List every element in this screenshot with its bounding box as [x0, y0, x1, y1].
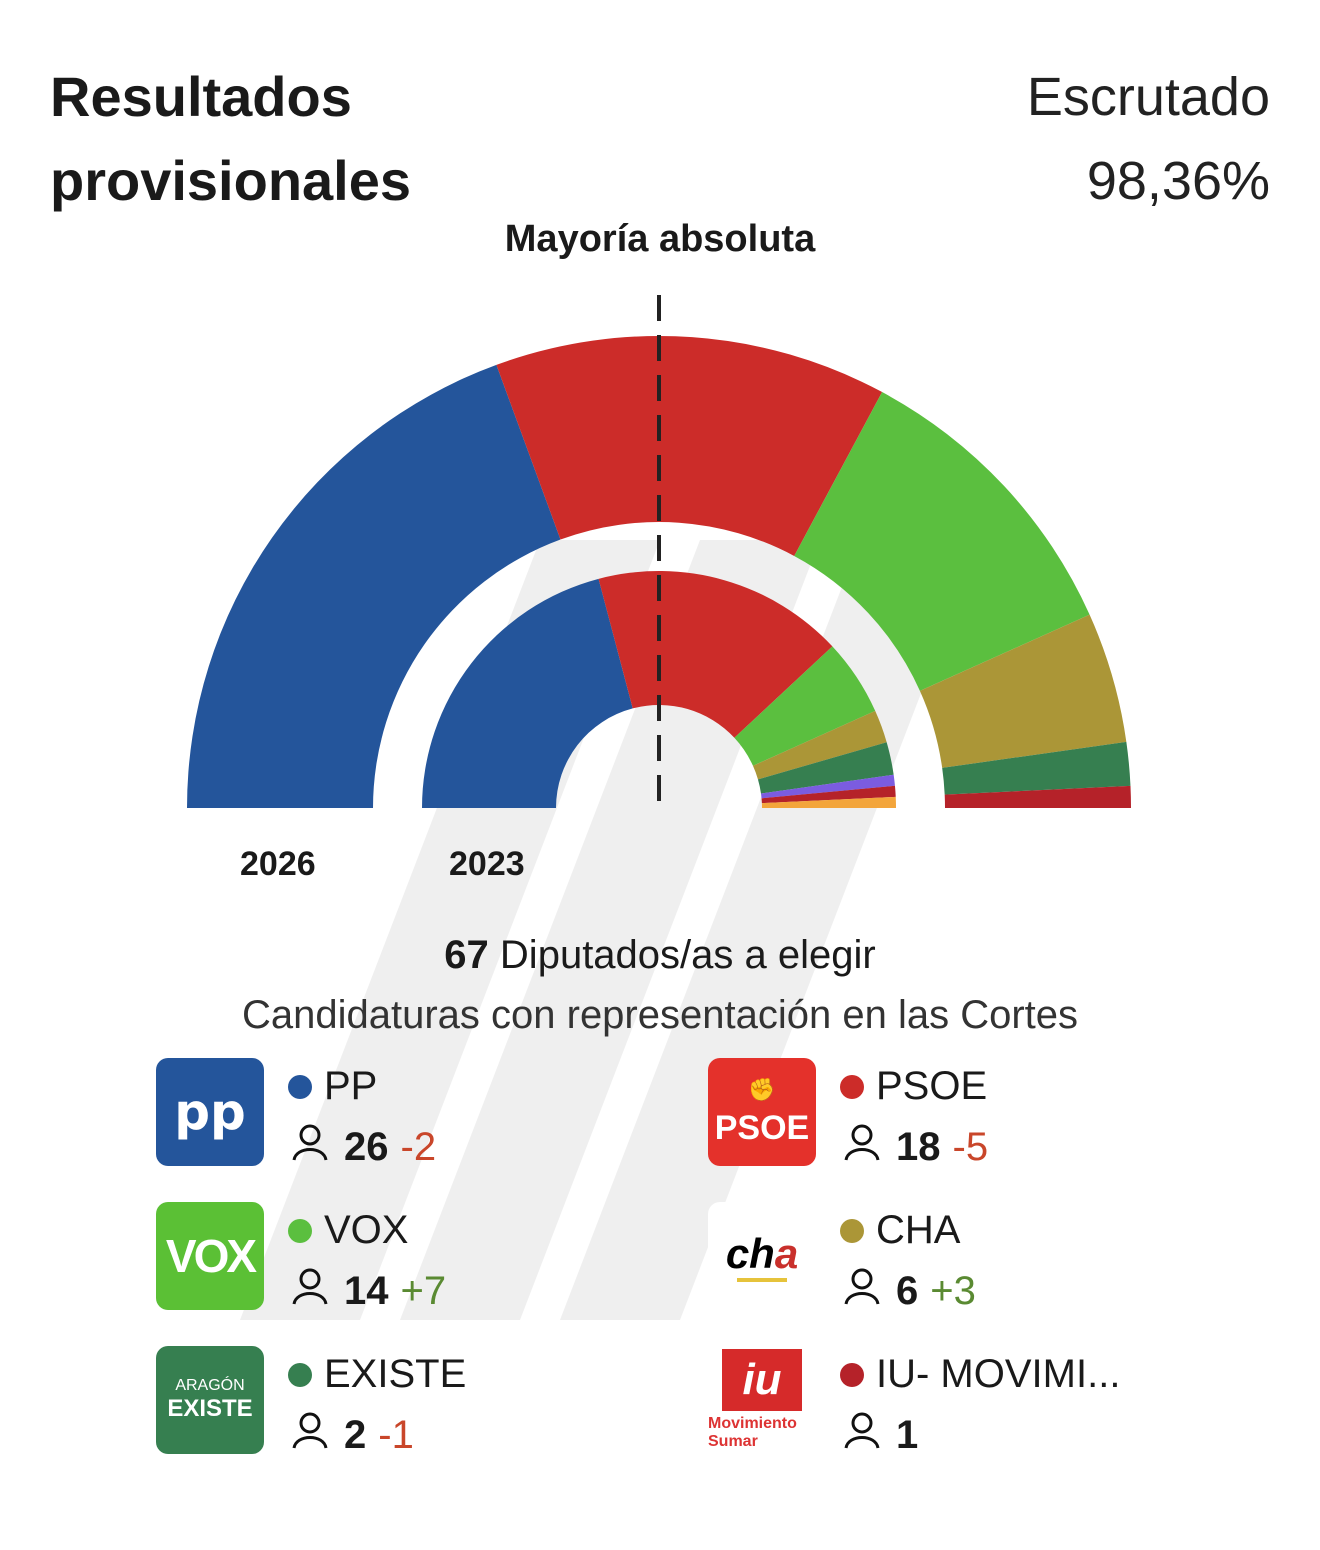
slice-2023-other [761, 785, 896, 804]
slice-2026-iu-movimi- [944, 785, 1131, 808]
party-name: IU- MOVIMI... [876, 1352, 1121, 1396]
seats-summary: 67 Diputados/as a elegir [0, 933, 1320, 978]
pp-logo: pp [156, 1058, 264, 1166]
party-item: pp PP 26 -2 [156, 1058, 676, 1169]
slice-2023-vox [734, 646, 876, 766]
person-icon [290, 1410, 330, 1460]
slice-2026-existe [942, 741, 1131, 795]
party-seat-change: -2 [400, 1124, 437, 1169]
party-seat-change: -5 [952, 1124, 989, 1169]
slice-2026-vox [794, 392, 1090, 691]
party-seats: 14 [344, 1268, 389, 1313]
ring-label-2026: 2026 [240, 845, 316, 883]
slice-2026-cha [919, 614, 1127, 768]
party-seats: 1 [896, 1412, 919, 1457]
party-seats: 2 [344, 1412, 367, 1457]
party-seat-change: -1 [378, 1412, 414, 1457]
party-seat-change: +7 [400, 1268, 447, 1313]
scrutiny-label: Escrutado [1026, 67, 1270, 127]
party-name: VOX [324, 1208, 409, 1252]
party-name-row: PSOE [840, 1064, 987, 1109]
slice-2023-other [761, 796, 896, 808]
party-seats: 26 [344, 1124, 389, 1169]
person-icon [290, 1122, 330, 1172]
party-item: VOX VOX 14 +7 [156, 1202, 676, 1313]
watermark-stripe [400, 540, 820, 1320]
party-name-row: PP [288, 1064, 377, 1109]
party-name: PP [324, 1064, 378, 1108]
party-name: CHA [876, 1208, 961, 1252]
existe-logo: ARAGÓN EXISTE [156, 1346, 264, 1454]
slice-2023-other [760, 774, 895, 799]
party-item: ARAGÓN EXISTE EXISTE 2 -1 [156, 1346, 676, 1457]
party-seats-row: 1 [842, 1410, 930, 1460]
party-color-dot [288, 1218, 312, 1243]
vox-logo: VOX [156, 1202, 264, 1310]
party-name-row: VOX [288, 1208, 408, 1253]
iu-sumar-logo: iu Movimiento Sumar [708, 1346, 816, 1454]
seats-text: Diputados/as a elegir [499, 933, 876, 977]
party-item: iu Movimiento Sumar IU- MOVIMI... 1 [708, 1346, 1228, 1457]
majority-label: Mayoría absoluta [504, 218, 816, 260]
party-name: EXISTE [324, 1352, 467, 1396]
party-color-dot [840, 1074, 864, 1099]
ring-label-2023: 2023 [449, 845, 525, 883]
party-color-dot [288, 1362, 312, 1387]
party-seats: 6 [896, 1268, 919, 1313]
page-title: Resultados provisionales [50, 65, 412, 212]
slice-2023-existe [757, 742, 894, 794]
person-icon [290, 1266, 330, 1316]
party-seats-row: 14 +7 [290, 1266, 446, 1316]
party-seats-row: 2 -1 [290, 1410, 414, 1460]
party-name: PSOE [876, 1064, 988, 1108]
person-icon [842, 1410, 882, 1460]
slice-2023-pp [422, 578, 633, 808]
party-name-row: EXISTE [288, 1352, 466, 1397]
party-seat-change: +3 [930, 1268, 976, 1313]
person-icon [842, 1122, 882, 1172]
party-seats-row: 26 -2 [290, 1122, 436, 1172]
cha-logo: cha [708, 1202, 816, 1310]
party-item: ✊ PSOE PSOE 18 -5 [708, 1058, 1228, 1169]
legend-subtitle: Candidaturas con representación en las C… [241, 993, 1079, 1037]
total-seats: 67 [444, 933, 489, 977]
person-icon [842, 1266, 882, 1316]
psoe-logo: ✊ PSOE [708, 1058, 816, 1166]
party-seats: 18 [896, 1124, 941, 1169]
party-item: cha CHA 6 +3 [708, 1202, 1228, 1313]
party-color-dot [840, 1218, 864, 1243]
scrutiny-value: 98,36% [1086, 151, 1270, 211]
party-color-dot [840, 1362, 864, 1387]
party-color-dot [288, 1074, 312, 1099]
slice-2026-pp [187, 364, 561, 808]
slice-2023-cha [752, 710, 887, 780]
party-seats-row: 18 -5 [842, 1122, 988, 1172]
scrutiny: Escrutado 98,36% [1027, 55, 1270, 223]
party-name-row: CHA [840, 1208, 960, 1253]
party-seats-row: 6 +3 [842, 1266, 976, 1316]
slice-2026-psoe [496, 335, 883, 556]
party-name-row: IU- MOVIMI... [840, 1352, 1120, 1397]
